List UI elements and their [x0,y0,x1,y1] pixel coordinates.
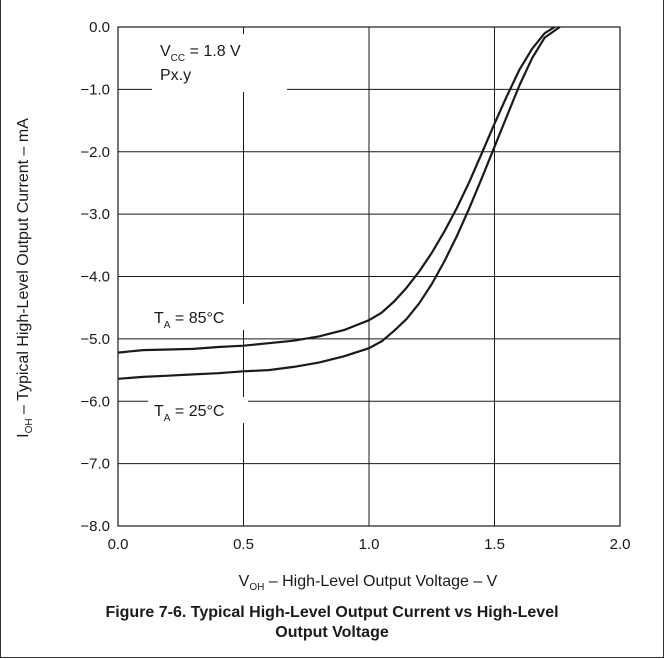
annotation-backdrop [148,304,248,330]
tick-labels: 0.0−1.0−2.0−3.0−4.0−5.0−6.0−7.0−8.00.0 0.… [80,19,630,553]
y-tick-label: −8.0 [80,518,110,535]
series-label-85c-rest: = 85°C [170,310,224,327]
y-tick-label: −7.0 [80,456,110,473]
annotation-vcc-sub: CC [171,53,185,64]
y-tick-label: −2.0 [80,144,110,161]
x-axis-label-rest: – High-Level Output Voltage – V [264,573,497,590]
annotation-backdrop [152,34,287,92]
series-label-85c-main: T [154,310,164,327]
series-label-85c-sub: A [164,320,171,331]
annotation-backdrop [148,397,248,423]
x-tick-label: 2.0 [610,536,631,553]
y-tick-label: −5.0 [80,331,110,348]
figure-caption: Figure 7-6. Typical High-Level Output Cu… [0,603,664,643]
series-label-25c-rest: = 25°C [170,403,224,420]
x-axis-label: VOH – High-Level Output Voltage – V [239,573,498,593]
x-tick-label: 1.0 [359,536,380,553]
series-label-25c: TA = 25°C [154,403,224,424]
y-tick-label: 0.0 [89,19,110,36]
series-line-85c [117,26,556,354]
y-tick-label: −4.0 [80,269,110,286]
y-tick-label: −1.0 [80,81,110,98]
annotation-vcc-rest: = 1.8 V [185,43,241,60]
y-tick-label: −3.0 [80,206,110,223]
annotation-background [148,34,287,423]
x-tick-label: 0.0 [108,536,129,553]
y-axis-label-rest: – Typical High-Level Output Current – mA [15,118,32,419]
caption-line-2: Output Voltage [275,624,389,641]
x-tick-label: 0.5 [233,536,254,553]
x-axis-label-main: V [239,573,250,590]
x-axis-label-sub: OH [249,582,264,593]
y-axis-label-main: I [15,433,32,437]
caption-line-1: Figure 7-6. Typical High-Level Output Cu… [105,604,559,621]
y-axis-label-sub: OH [24,418,35,433]
series-label-85c: TA = 85°C [154,310,224,331]
annotation-vcc: VCC = 1.8 V [160,43,241,64]
chart: 0.0−1.0−2.0−3.0−4.0−5.0−6.0−7.0−8.00.0 0.… [15,19,630,593]
y-tick-label: −6.0 [80,393,110,410]
annotation-vcc-main: V [160,43,171,60]
series-label-25c-sub: A [164,413,171,424]
annotation-pin: Px.y [160,67,191,84]
x-tick-label: 1.5 [484,536,505,553]
plot-area-border [117,26,621,527]
series-layer [117,26,561,380]
grid [118,27,620,526]
series-label-25c-main: T [154,403,164,420]
y-axis-label: IOH – Typical High-Level Output Current … [15,118,35,438]
series-line-25c [117,26,561,380]
